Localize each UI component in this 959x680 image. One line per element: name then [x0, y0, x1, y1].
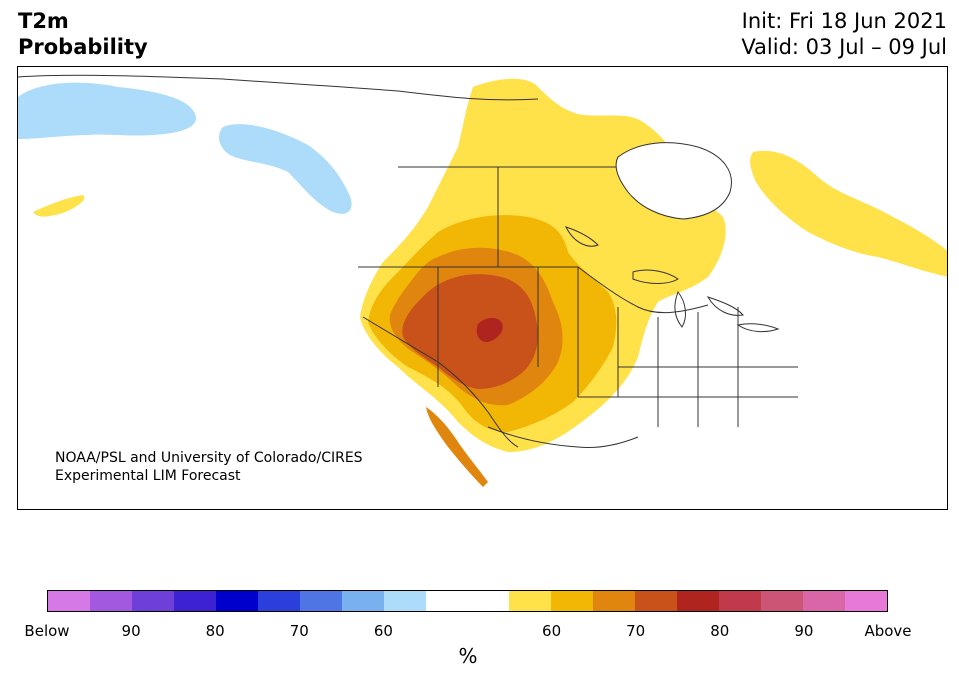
cold-region-yukon — [218, 124, 352, 214]
colorbar-tick-label: 70 — [289, 622, 309, 640]
colorbar-tick-label: 70 — [626, 622, 646, 640]
cold-region-alaska — [18, 82, 197, 139]
map-panel: NOAA/PSL and University of Colorado/CIRE… — [17, 66, 948, 510]
colorbar-tick-label: 90 — [794, 622, 814, 640]
warm-90-region — [402, 274, 538, 389]
boundaries — [18, 74, 798, 448]
colorbar-cell — [131, 591, 174, 611]
colorbar-tick-label: 80 — [710, 622, 730, 640]
colorbar-cell — [48, 591, 90, 611]
warm-60-labrador — [750, 150, 947, 277]
title-variable: T2m — [18, 9, 69, 33]
probability-map — [18, 74, 947, 487]
colorbar-cell — [89, 591, 132, 611]
colorbar-cell — [173, 591, 216, 611]
map-title: T2m Probability — [18, 8, 148, 60]
map-credit: NOAA/PSL and University of Colorado/CIRE… — [55, 449, 363, 485]
forecast-dates: Init: Fri 18 Jun 2021 Valid: 03 Jul – 09… — [741, 8, 947, 60]
colorbar-cell — [845, 591, 888, 611]
colorbar-tick-label: 80 — [205, 622, 225, 640]
colorbar-unit: % — [458, 644, 478, 668]
colorbar-cell — [551, 591, 594, 611]
colorbar-tick-label: Below — [24, 622, 70, 640]
colorbar-cell — [635, 591, 678, 611]
valid-date: Valid: 03 Jul – 09 Jul — [741, 35, 947, 59]
colorbar-cell — [341, 591, 384, 611]
hudson-bay — [615, 142, 732, 220]
colorbar-cell — [593, 591, 636, 611]
great-lakes — [565, 226, 780, 333]
colorbar-cell — [719, 591, 762, 611]
credit-line-1: NOAA/PSL and University of Colorado/CIRE… — [55, 450, 363, 466]
init-date: Init: Fri 18 Jun 2021 — [741, 9, 947, 33]
warm-60-alaska-coast — [33, 195, 85, 217]
colorbar-tick-label: 90 — [121, 622, 141, 640]
colorbar-tick-label: Above — [864, 622, 912, 640]
colorbar — [47, 590, 888, 612]
warm-above-region — [476, 317, 503, 343]
colorbar-cell — [677, 591, 720, 611]
colorbar-tick-label: 60 — [373, 622, 393, 640]
colorbar-cell — [425, 591, 468, 611]
colorbar-cell — [383, 591, 426, 611]
colorbar-cell — [215, 591, 258, 611]
colorbar-cell — [467, 591, 510, 611]
colorbar-tick-label: 60 — [542, 622, 562, 640]
colorbar-cell — [761, 591, 804, 611]
title-type: Probability — [18, 35, 148, 59]
colorbar-cell — [299, 591, 342, 611]
credit-line-2: Experimental LIM Forecast — [55, 468, 241, 484]
colorbar-cell — [257, 591, 300, 611]
colorbar-cell — [803, 591, 846, 611]
warm-80-baja — [426, 407, 488, 487]
colorbar-cell — [509, 591, 552, 611]
